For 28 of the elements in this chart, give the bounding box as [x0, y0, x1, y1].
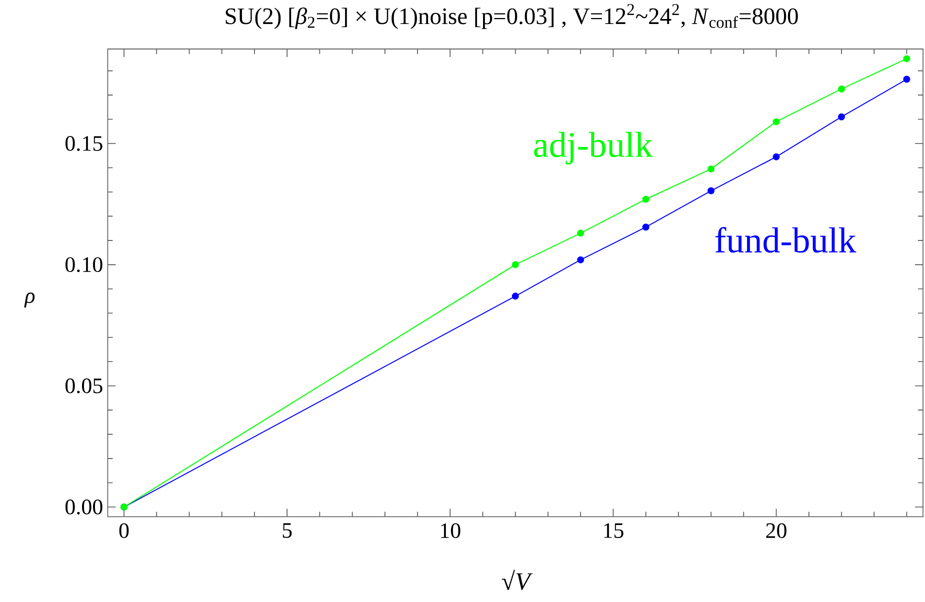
x-tick-label: 15 — [604, 523, 624, 538]
y-tick-label: 0.15 — [66, 136, 102, 151]
y-tick-label: 0.00 — [66, 500, 102, 514]
x-tick-label: 0 — [119, 523, 129, 538]
point — [577, 256, 584, 264]
point — [642, 224, 650, 231]
y-axis-title: ρ — [24, 292, 35, 308]
point — [708, 187, 715, 194]
x-tick-label: 10 — [441, 523, 460, 538]
x-tick-label: 20 — [766, 523, 786, 538]
point — [512, 292, 519, 300]
chart-title: SU(2) [β$_{2}$=0] × U(1)noise [p=0.03] , V=12$^{2}$~24$^{2}$, N$_{conf}$=8000 — [226, 4, 798, 29]
point — [838, 85, 845, 92]
series-label: fund-bulk — [715, 226, 856, 253]
point — [903, 76, 910, 83]
point — [708, 165, 715, 172]
point — [577, 230, 584, 237]
series-label: adj-bulk — [534, 132, 653, 164]
x-tick-label: 5 — [282, 523, 292, 538]
y-tick-label: 0.10 — [66, 257, 102, 272]
point — [903, 55, 910, 62]
point — [512, 261, 519, 268]
point — [772, 153, 780, 160]
point — [642, 196, 650, 203]
point — [838, 113, 845, 120]
point — [772, 118, 780, 126]
y-tick-label: 0.05 — [66, 378, 102, 394]
x-axis-title: √V — [502, 570, 533, 590]
